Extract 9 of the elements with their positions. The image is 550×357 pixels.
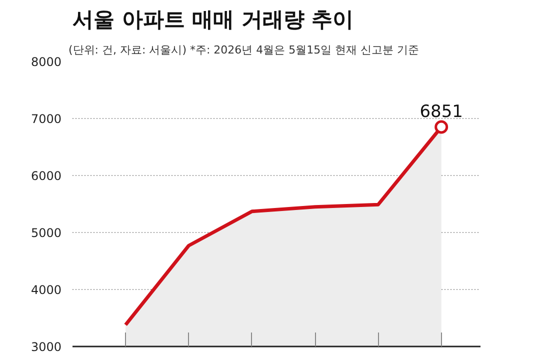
y-tick-label: 6000 <box>30 169 62 183</box>
data-label: 6851 <box>420 102 463 122</box>
y-tick-label: 5000 <box>30 226 62 240</box>
chart-title: 서울 아파트 매매 거래량 추이 <box>72 8 354 32</box>
y-tick-label: 7000 <box>30 112 62 126</box>
y-tick-label: 8000 <box>30 55 62 69</box>
y-tick-label: 4000 <box>30 283 62 297</box>
y-tick-label: 3000 <box>30 340 62 354</box>
chart-subtitle: (단위: 건, 자료: 서울시) *주: 2026년 4월은 5월15일 현재 신고분 기준 <box>68 44 420 56</box>
